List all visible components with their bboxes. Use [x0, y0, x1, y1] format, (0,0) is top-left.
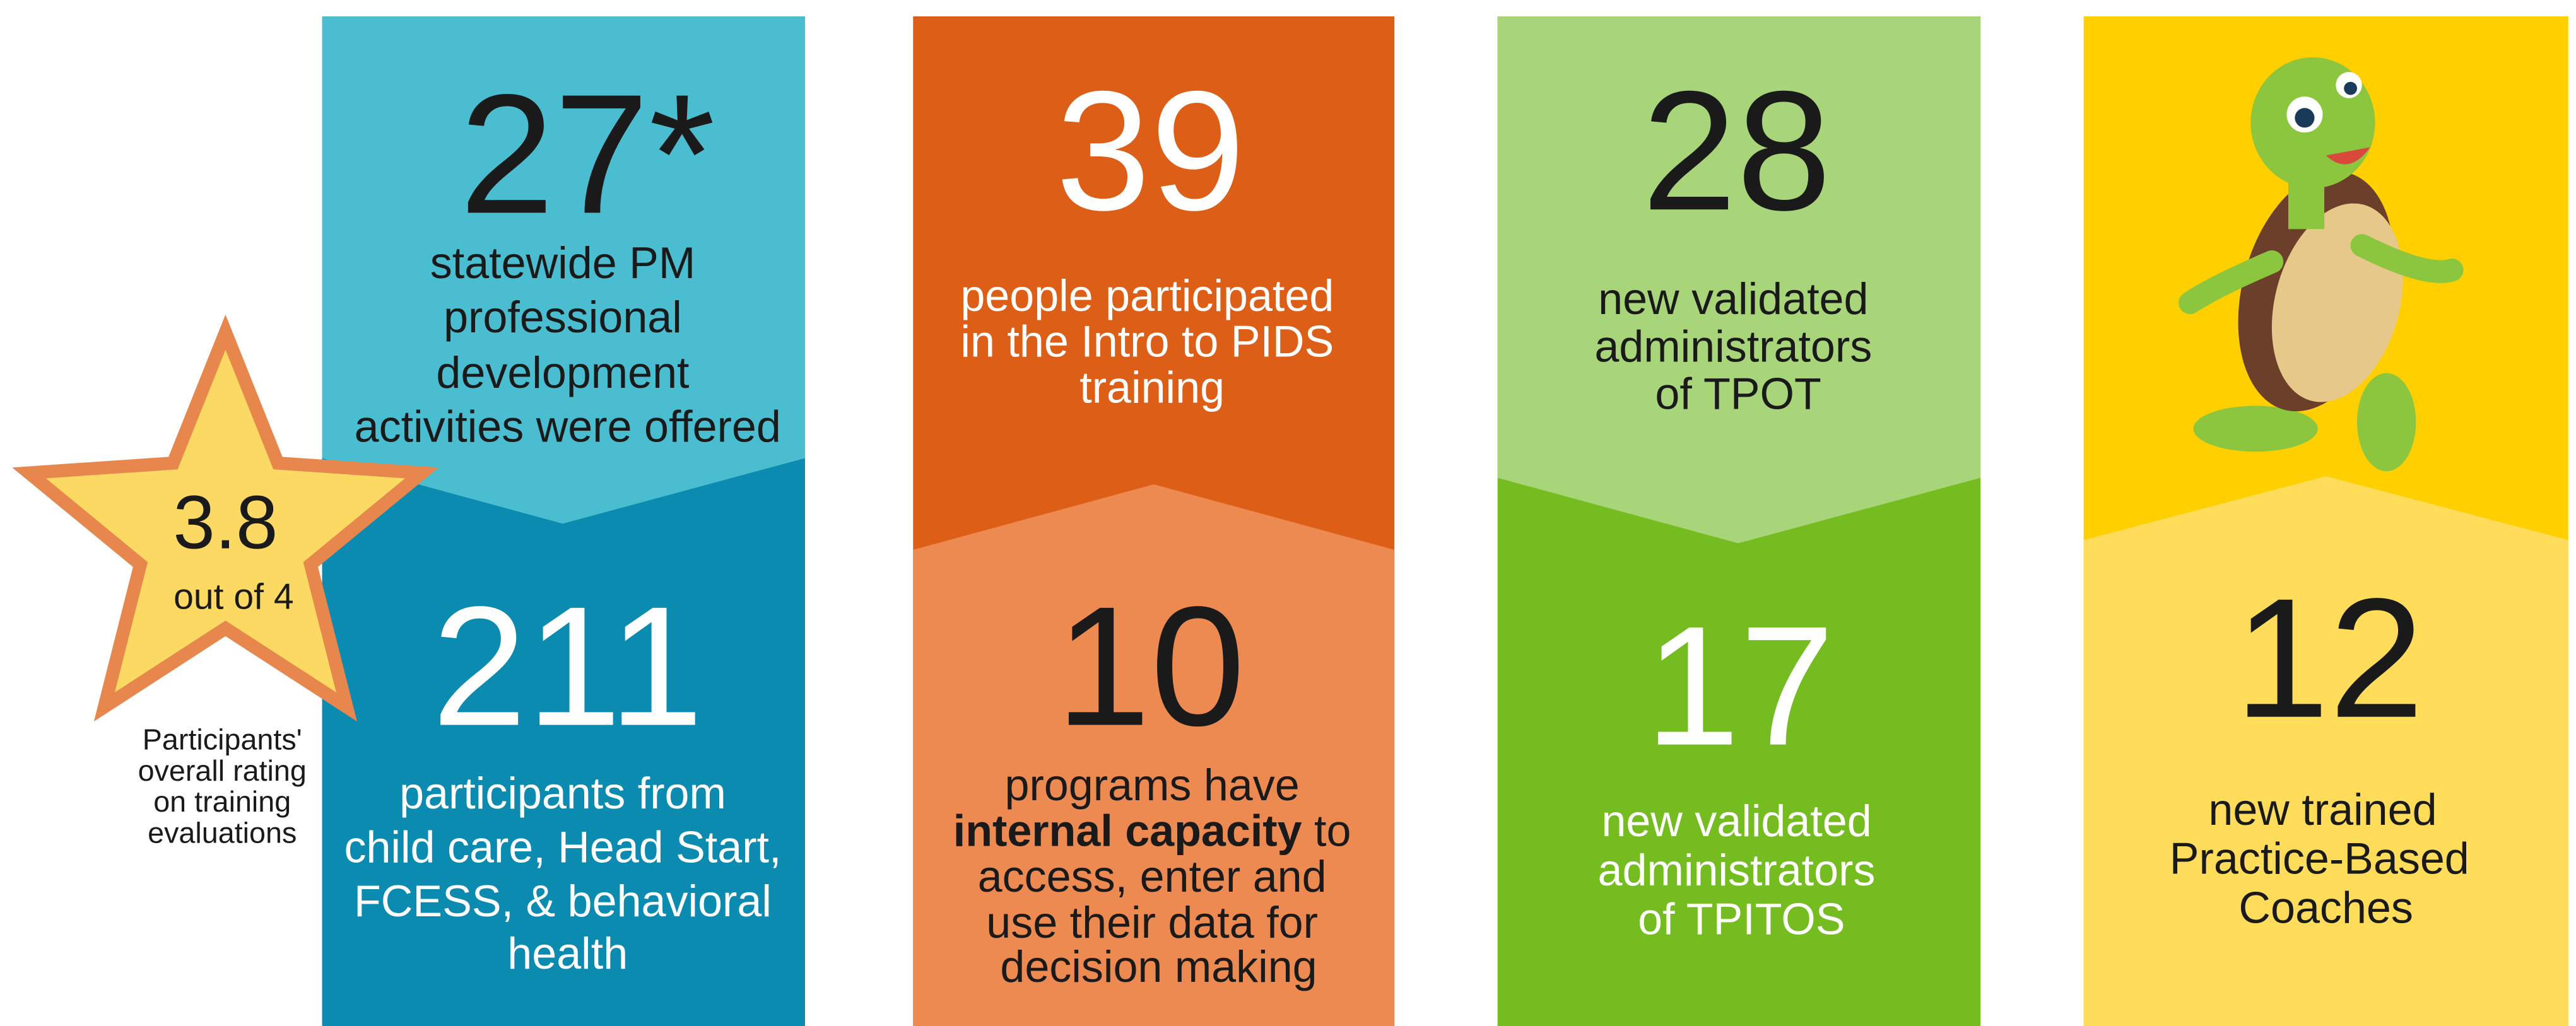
stat-text: activities were offered [355, 402, 781, 452]
rating-caption: Participants' [143, 723, 302, 755]
stat-text: people participated [960, 271, 1334, 320]
stat-text: in the Intro to PIDS [960, 317, 1334, 366]
infographic: 3.8 out of 4 Participants' overall ratin… [0, 0, 2576, 1026]
stat-text: use their data for [986, 898, 1318, 947]
stat-text: administrators [1598, 846, 1876, 895]
stat-text: new validated [1598, 274, 1868, 324]
stat-text: Practice-Based [2170, 834, 2469, 883]
stat-number: 27* [459, 59, 715, 249]
stat-text: professional [444, 293, 682, 342]
stat-number: 12 [2235, 564, 2424, 754]
rating-caption: overall rating [138, 754, 307, 787]
stat-text: health [507, 929, 628, 978]
stat-text: new validated [1601, 796, 1871, 846]
rating-caption: evaluations [148, 816, 297, 849]
stat-number: 211 [432, 572, 703, 762]
stat-text: participants from [399, 769, 726, 818]
stat-text: of TPOT [1655, 370, 1821, 419]
rating-score: 3.8 [173, 481, 278, 564]
stat-text: Coaches [2238, 883, 2413, 933]
stat-number: 17 [1645, 592, 1835, 781]
stat-text: statewide PM [430, 238, 695, 288]
stat-text: FCESS, & behavioral [354, 877, 772, 926]
stat-text: decision making [1000, 942, 1317, 991]
rating-caption: on training [153, 785, 291, 818]
stat-text: new trained [2208, 785, 2437, 834]
stat-text: administrators [1594, 322, 1872, 371]
stat-text: child care, Head Start, [344, 823, 781, 872]
stat-number: 39 [1056, 56, 1245, 246]
stat-text: development [436, 348, 689, 397]
stat-text-bold: internal capacity [953, 807, 1302, 856]
stat-text: internal capacity to [953, 807, 1351, 856]
stat-text: to [1314, 807, 1351, 856]
stat-text: of TPITOS [1638, 895, 1845, 944]
page: 3.8 out of 4 Participants' overall ratin… [0, 0, 2576, 1026]
stat-text: access, enter and [978, 852, 1327, 901]
stat-text: programs have [1005, 761, 1300, 810]
stat-number: 10 [1056, 572, 1245, 762]
rating-scale: out of 4 [173, 576, 293, 617]
stat-number: 28 [1642, 56, 1831, 246]
stat-text: training [1079, 363, 1225, 412]
